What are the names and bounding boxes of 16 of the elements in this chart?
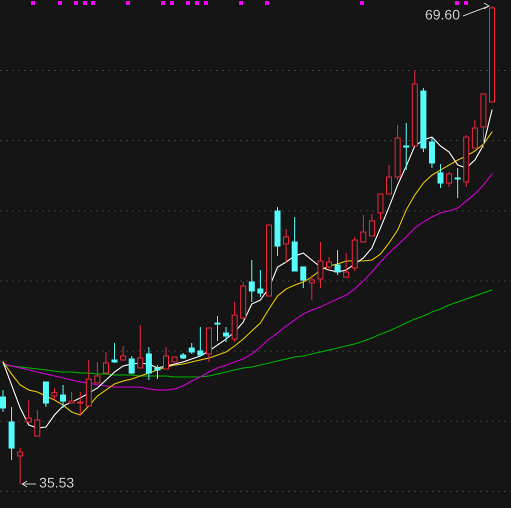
candlestick [308,274,315,301]
candlestick [454,168,461,199]
candlestick [428,136,435,169]
candlestick [214,316,220,342]
candlestick [8,406,15,461]
candlestick [146,346,152,381]
candlestick [77,391,84,416]
annotation: 69.60 [424,6,460,23]
candlestick [60,384,66,408]
candlestick [317,241,324,288]
candlestick [223,326,230,343]
candlestick [248,259,255,303]
candlestick [438,163,444,188]
candlestick [283,228,290,264]
candlestick [403,122,410,171]
annotation: 35.53 [39,474,74,491]
